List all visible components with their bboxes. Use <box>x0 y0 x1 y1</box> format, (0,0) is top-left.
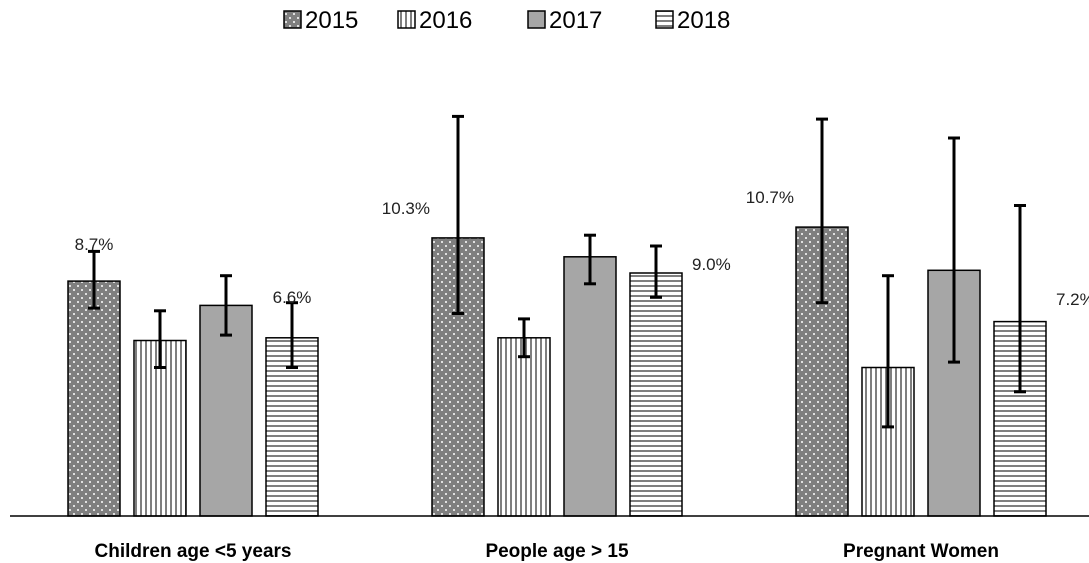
error-bar-2018-1 <box>650 244 662 299</box>
error-bar-2015-0 <box>88 249 100 310</box>
error-bar-2016-0 <box>154 309 166 369</box>
legend-swatch-2016 <box>397 10 416 29</box>
bars <box>67 226 1047 517</box>
bar-2016-1 <box>497 337 551 517</box>
category-label-1: People age > 15 <box>485 541 629 562</box>
error-bar-2017-2 <box>948 136 960 364</box>
legend-swatch-2015 <box>283 10 302 29</box>
bar-2015-2 <box>795 226 849 517</box>
error-bar-2017-1 <box>584 233 596 286</box>
category-labels: Children age <5 years People age > 15 Preg… <box>95 541 999 562</box>
legend: 2015 2016 2017 2018 <box>283 7 730 34</box>
data-label-2015-1: 10.3% <box>382 199 430 218</box>
data-label-2018-0: 6.6% <box>273 288 312 307</box>
data-label-2015-2: 10.7% <box>746 188 794 207</box>
legend-label-2018: 2018 <box>677 7 730 34</box>
error-bar-2016-2 <box>882 274 894 429</box>
bar-2018-1 <box>629 272 683 517</box>
data-label-2018-2: 7.2% <box>1056 290 1089 309</box>
error-bars <box>88 114 1026 429</box>
legend-swatch-2017 <box>527 10 546 29</box>
legend-label-2017: 2017 <box>549 7 602 34</box>
bar-2017-1 <box>563 256 617 517</box>
data-labels: 8.7% 6.6% 10.3% 9.0% 10.7% 7.2% <box>75 188 1089 309</box>
bar-2015-0 <box>67 280 121 517</box>
legend-swatch-2018 <box>655 10 674 29</box>
error-bar-2015-2 <box>816 117 828 305</box>
bar-2016-0 <box>133 339 187 517</box>
legend-label-2016: 2016 <box>419 7 472 34</box>
bar-2017-0 <box>199 304 253 517</box>
category-label-0: Children age <5 years <box>95 541 292 562</box>
category-label-2: Pregnant Women <box>843 541 999 562</box>
data-label-2018-1: 9.0% <box>692 255 731 274</box>
error-bar-2018-0 <box>286 301 298 369</box>
legend-label-2015: 2015 <box>305 7 358 34</box>
error-bar-2018-2 <box>1014 204 1026 394</box>
data-label-2015-0: 8.7% <box>75 235 114 254</box>
error-bar-2016-1 <box>518 317 530 359</box>
error-bar-2015-1 <box>452 114 464 315</box>
error-bar-2017-0 <box>220 274 232 337</box>
